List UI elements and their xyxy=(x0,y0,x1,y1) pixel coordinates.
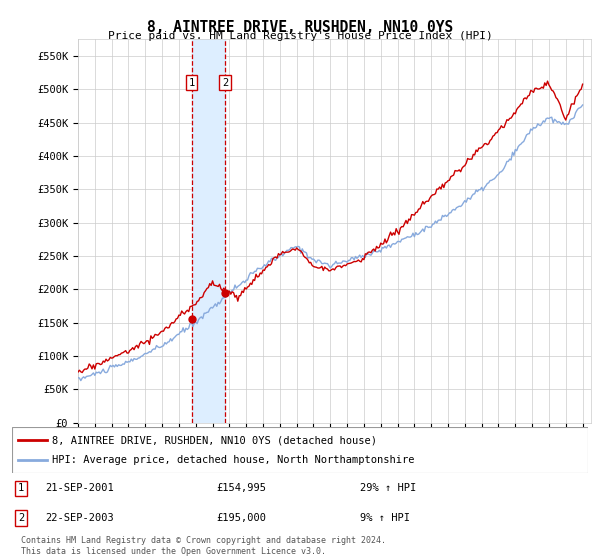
Text: Contains HM Land Registry data © Crown copyright and database right 2024.
This d: Contains HM Land Registry data © Crown c… xyxy=(21,536,386,556)
Text: 1: 1 xyxy=(18,483,24,493)
Text: Price paid vs. HM Land Registry's House Price Index (HPI): Price paid vs. HM Land Registry's House … xyxy=(107,31,493,41)
Text: 8, AINTREE DRIVE, RUSHDEN, NN10 0YS (detached house): 8, AINTREE DRIVE, RUSHDEN, NN10 0YS (det… xyxy=(52,435,377,445)
Text: 2: 2 xyxy=(222,78,228,87)
Text: £154,995: £154,995 xyxy=(216,483,266,493)
Text: 8, AINTREE DRIVE, RUSHDEN, NN10 0YS: 8, AINTREE DRIVE, RUSHDEN, NN10 0YS xyxy=(147,20,453,35)
Text: 29% ↑ HPI: 29% ↑ HPI xyxy=(360,483,416,493)
Text: 1: 1 xyxy=(188,78,194,87)
Bar xyxy=(191,39,225,423)
Text: £195,000: £195,000 xyxy=(216,513,266,523)
Text: 9% ↑ HPI: 9% ↑ HPI xyxy=(360,513,410,523)
FancyBboxPatch shape xyxy=(12,427,588,473)
Text: 2: 2 xyxy=(18,513,24,523)
Text: HPI: Average price, detached house, North Northamptonshire: HPI: Average price, detached house, Nort… xyxy=(52,455,415,465)
Text: 22-SEP-2003: 22-SEP-2003 xyxy=(45,513,114,523)
Text: 21-SEP-2001: 21-SEP-2001 xyxy=(45,483,114,493)
